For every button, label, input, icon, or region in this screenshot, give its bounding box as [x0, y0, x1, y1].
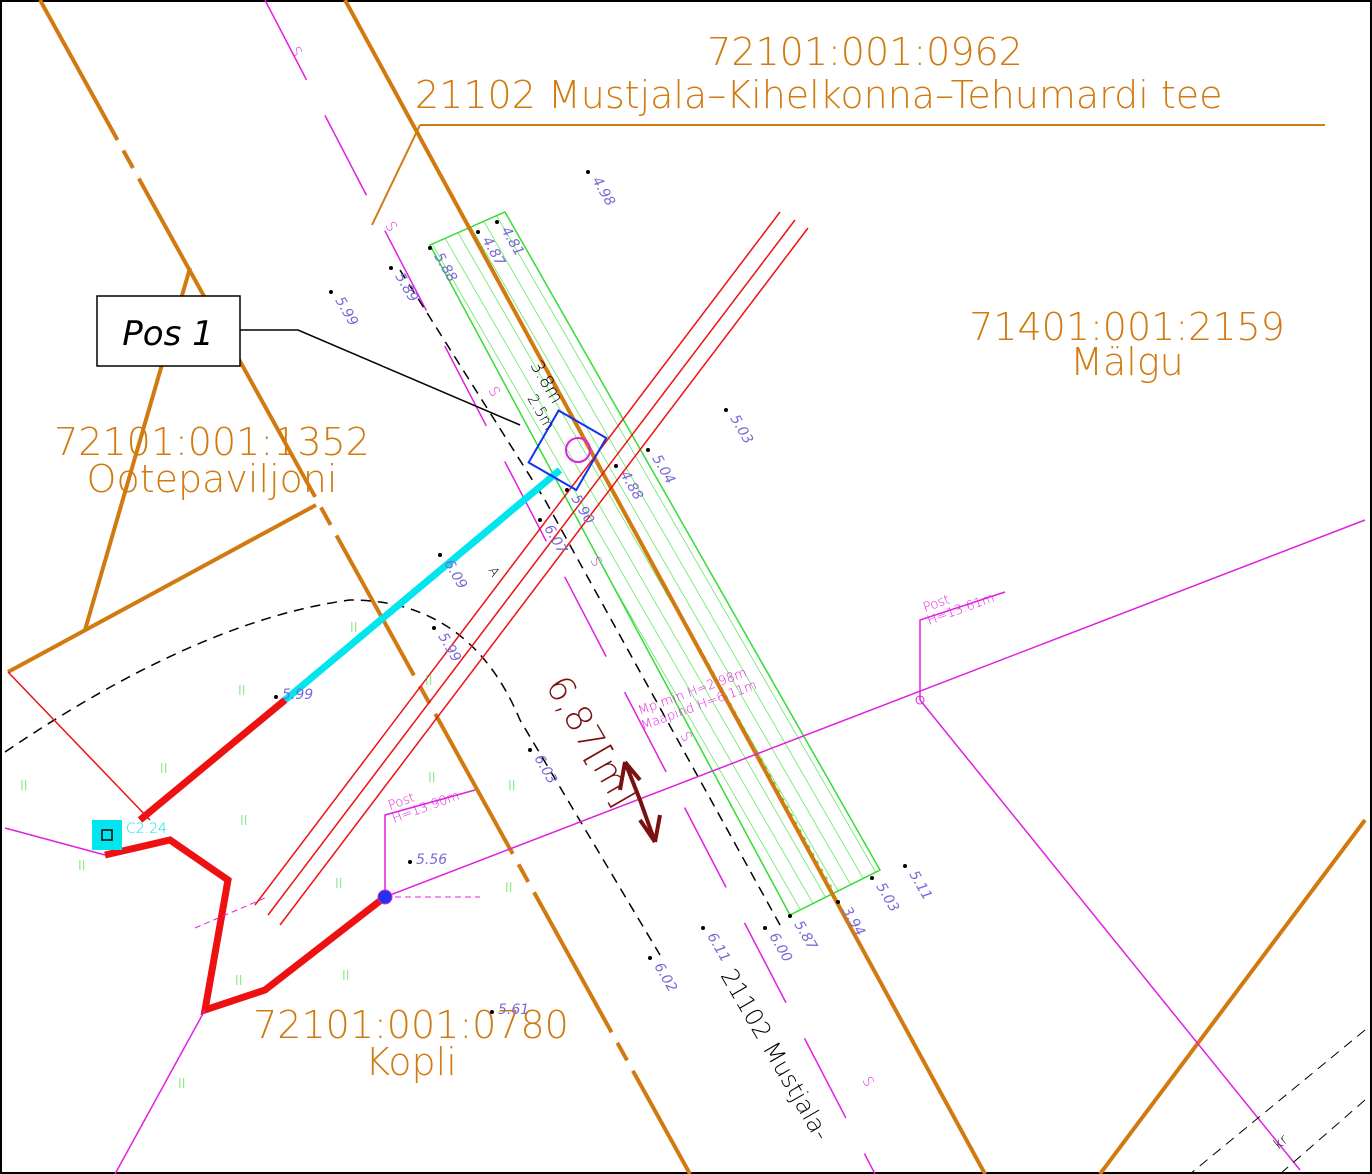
spot-height: 5.99	[282, 687, 313, 703]
position-label: Pos 1	[122, 314, 213, 354]
grass-marker: II	[178, 1077, 186, 1092]
spot-point	[763, 926, 767, 930]
grass-marker: II	[335, 877, 343, 892]
grass-marker: II	[238, 684, 246, 699]
parcel-code: 72101:001:0962	[707, 30, 1023, 74]
spot-point	[586, 170, 590, 174]
parcel-name: 21102 Mustjala–Kihelkonna–Tehumardi tee	[415, 73, 1223, 117]
spot-point	[701, 926, 705, 930]
grass-marker: II	[342, 969, 350, 984]
spot-height: 5.61	[498, 1002, 529, 1018]
spot-point	[329, 290, 333, 294]
grass-marker: II	[78, 859, 86, 874]
spot-point	[495, 220, 499, 224]
spot-point	[836, 900, 840, 904]
chamber-label: C2.24	[126, 821, 167, 837]
parcel-name: Kopli	[365, 1040, 457, 1084]
spot-point	[903, 864, 907, 868]
spot-point	[408, 860, 412, 864]
spot-point	[646, 448, 650, 452]
grass-marker: II	[240, 814, 248, 829]
spot-point	[432, 626, 436, 630]
parcel-name: Ootepaviljoni	[87, 457, 338, 501]
spot-point	[389, 266, 393, 270]
spot-point	[648, 956, 652, 960]
grass-marker: II	[505, 881, 513, 896]
spot-point	[565, 488, 569, 492]
grass-marker: II	[20, 779, 28, 794]
spot-height: 5.56	[416, 852, 447, 868]
spot-point	[528, 748, 532, 752]
grass-marker: II	[425, 674, 433, 689]
map: 72101:001:096221102 Mustjala–Kihelkonna–…	[0, 0, 1372, 1174]
spot-point	[428, 246, 432, 250]
spot-point	[476, 230, 480, 234]
grass-marker: II	[235, 974, 243, 989]
spot-point	[274, 695, 278, 699]
spot-point	[490, 1010, 494, 1014]
spot-point	[724, 408, 728, 412]
parcel-name: Mälgu	[1070, 340, 1184, 384]
spot-point	[438, 553, 442, 557]
spot-point	[788, 914, 792, 918]
grass-marker: II	[508, 779, 516, 794]
spot-point	[538, 518, 542, 522]
grass-marker: II	[350, 621, 358, 636]
spot-point	[870, 876, 874, 880]
grass-marker: II	[160, 762, 168, 777]
spot-point	[614, 464, 618, 468]
grass-marker: II	[428, 771, 436, 786]
